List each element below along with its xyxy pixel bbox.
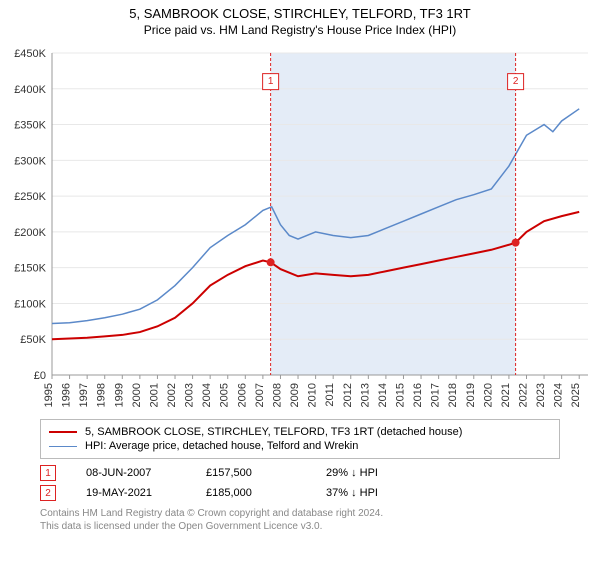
svg-text:2: 2	[513, 76, 519, 87]
svg-text:2018: 2018	[447, 383, 459, 407]
marker-delta: 29% ↓ HPI	[326, 467, 416, 479]
marker-date: 19-MAY-2021	[86, 487, 176, 499]
svg-text:2011: 2011	[324, 383, 336, 407]
legend-label: HPI: Average price, detached house, Telf…	[85, 440, 358, 452]
svg-text:1: 1	[268, 76, 274, 87]
svg-text:2007: 2007	[254, 383, 266, 407]
svg-text:£200K: £200K	[14, 227, 46, 239]
svg-text:1997: 1997	[78, 383, 90, 407]
svg-text:2022: 2022	[517, 383, 529, 407]
marker-price: £185,000	[206, 487, 296, 499]
svg-text:£350K: £350K	[14, 120, 46, 132]
legend-swatch	[49, 446, 77, 447]
footer-line-1: Contains HM Land Registry data © Crown c…	[40, 507, 560, 520]
marker-row: 1 08-JUN-2007 £157,500 29% ↓ HPI	[40, 465, 560, 481]
svg-text:2001: 2001	[148, 383, 160, 407]
svg-text:2013: 2013	[359, 383, 371, 407]
marker-badge: 2	[40, 485, 56, 501]
footer-line-2: This data is licensed under the Open Gov…	[40, 520, 560, 533]
legend: 5, SAMBROOK CLOSE, STIRCHLEY, TELFORD, T…	[40, 419, 560, 459]
svg-text:2000: 2000	[131, 383, 143, 407]
line-chart: £0 £50K £100K £150K £200K £250K £300K £350K £400…	[0, 45, 600, 415]
svg-text:2003: 2003	[184, 383, 196, 407]
svg-text:2019: 2019	[465, 383, 477, 407]
svg-text:2015: 2015	[394, 383, 406, 407]
marker-badge: 1	[40, 465, 56, 481]
svg-text:2012: 2012	[342, 383, 354, 407]
svg-text:2025: 2025	[570, 383, 582, 407]
svg-text:2020: 2020	[482, 383, 494, 407]
svg-text:£50K: £50K	[20, 334, 46, 346]
legend-swatch	[49, 431, 77, 433]
svg-text:2006: 2006	[236, 383, 248, 407]
svg-text:1996: 1996	[61, 383, 73, 407]
svg-text:2021: 2021	[500, 383, 512, 407]
legend-label: 5, SAMBROOK CLOSE, STIRCHLEY, TELFORD, T…	[85, 426, 462, 438]
marker-row: 2 19-MAY-2021 £185,000 37% ↓ HPI	[40, 485, 560, 501]
chart-container: £0 £50K £100K £150K £200K £250K £300K £350K £400…	[0, 45, 600, 415]
svg-text:2016: 2016	[412, 383, 424, 407]
svg-text:£250K: £250K	[14, 191, 46, 203]
page-subtitle: Price paid vs. HM Land Registry's House …	[0, 23, 600, 37]
svg-text:£450K: £450K	[14, 48, 46, 60]
svg-text:1998: 1998	[96, 383, 108, 407]
svg-text:2009: 2009	[289, 383, 301, 407]
svg-text:2008: 2008	[271, 383, 283, 407]
svg-text:1995: 1995	[43, 383, 55, 407]
legend-item: 5, SAMBROOK CLOSE, STIRCHLEY, TELFORD, T…	[49, 426, 551, 438]
marker-delta: 37% ↓ HPI	[326, 487, 416, 499]
svg-text:2002: 2002	[166, 383, 178, 407]
svg-text:2024: 2024	[553, 383, 565, 407]
svg-text:2010: 2010	[307, 383, 319, 407]
svg-text:£300K: £300K	[14, 155, 46, 167]
svg-text:£150K: £150K	[14, 263, 46, 275]
svg-text:2005: 2005	[219, 383, 231, 407]
svg-text:2023: 2023	[535, 383, 547, 407]
svg-text:£0: £0	[34, 370, 46, 382]
svg-text:1999: 1999	[113, 383, 125, 407]
svg-text:2004: 2004	[201, 383, 213, 407]
footer: Contains HM Land Registry data © Crown c…	[40, 507, 560, 533]
svg-text:2014: 2014	[377, 383, 389, 407]
page-title: 5, SAMBROOK CLOSE, STIRCHLEY, TELFORD, T…	[0, 6, 600, 21]
svg-text:2017: 2017	[430, 383, 442, 407]
legend-item: HPI: Average price, detached house, Telf…	[49, 440, 551, 452]
svg-text:£100K: £100K	[14, 298, 46, 310]
marker-table: 1 08-JUN-2007 £157,500 29% ↓ HPI 2 19-MAY-202…	[40, 465, 560, 501]
marker-date: 08-JUN-2007	[86, 467, 176, 479]
marker-price: £157,500	[206, 467, 296, 479]
svg-text:£400K: £400K	[14, 84, 46, 96]
